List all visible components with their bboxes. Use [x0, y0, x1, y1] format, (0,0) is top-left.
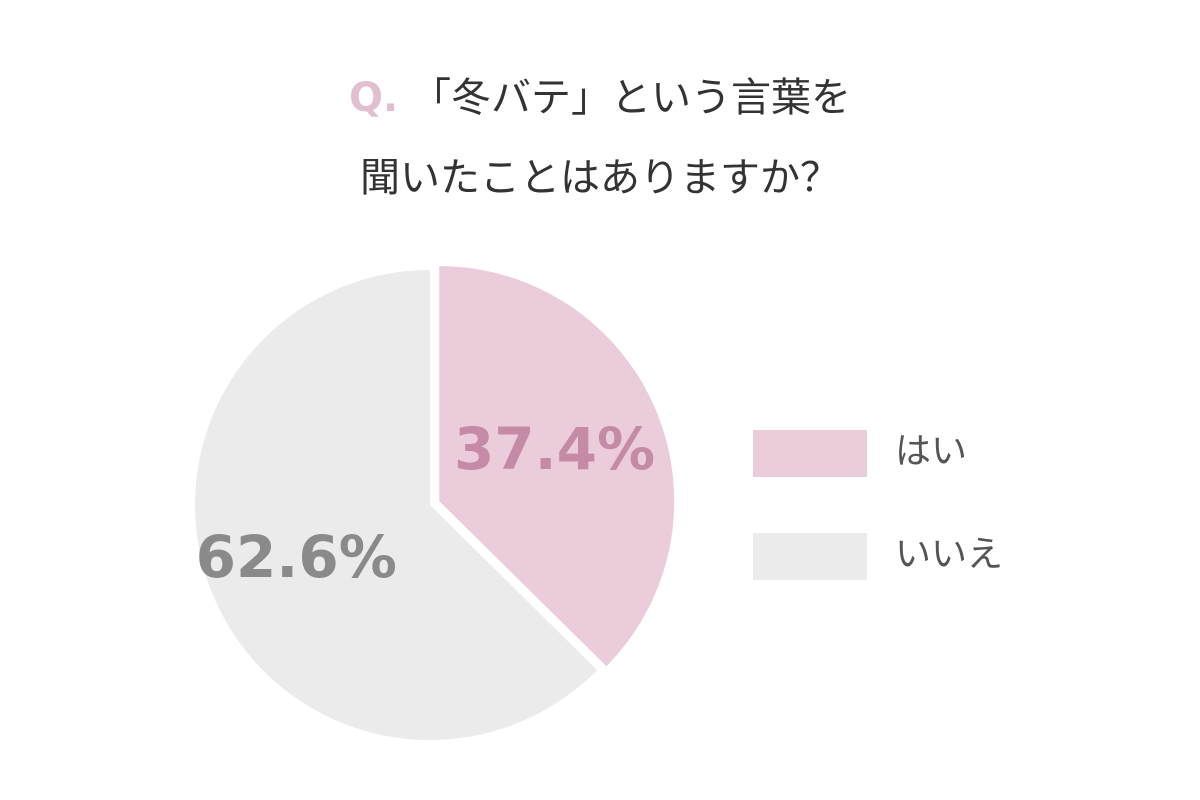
legend-swatch: [753, 533, 867, 580]
data-label: 62.6%: [196, 523, 397, 591]
pie-slice: [194, 270, 598, 740]
legend-label: はい: [895, 431, 967, 472]
pie-slice: [439, 266, 675, 667]
chart-title: Q. 「冬バテ」という言葉を: [349, 75, 851, 121]
question-label: Q.: [349, 75, 398, 121]
legend-label: いいえ: [895, 534, 1003, 575]
chart-title: 聞いたことはありますか？: [360, 155, 840, 201]
title-line: 「冬バテ」という言葉を: [411, 75, 851, 121]
data-label: 37.4%: [454, 415, 655, 483]
legend-swatch: [753, 430, 867, 477]
